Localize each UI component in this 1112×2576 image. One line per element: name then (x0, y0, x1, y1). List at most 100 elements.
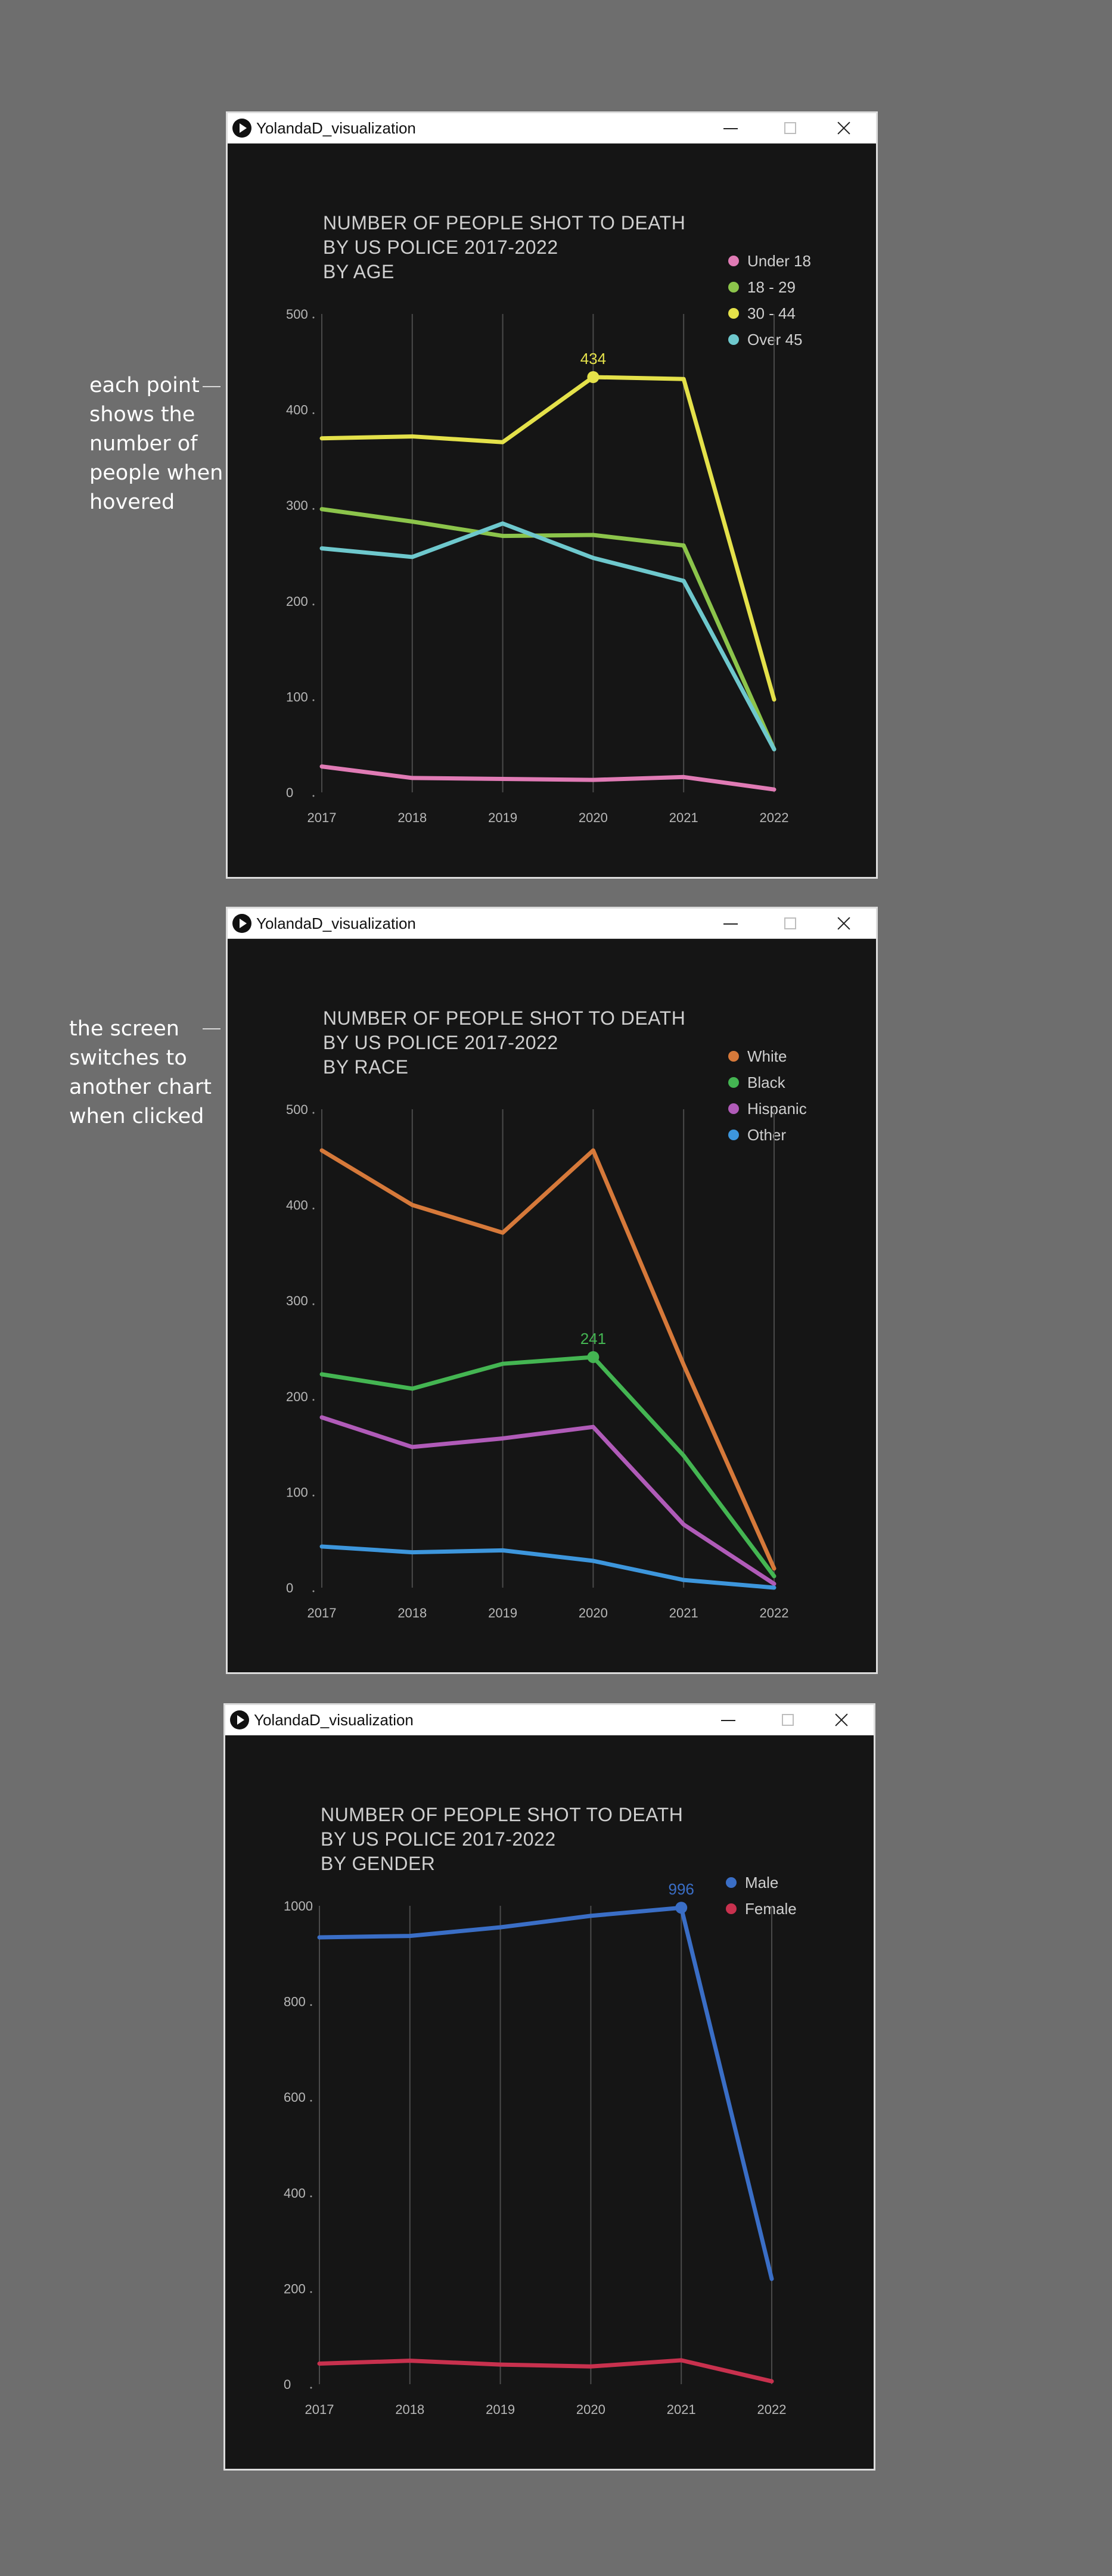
legend-swatch (728, 308, 739, 319)
series-line (317, 1905, 774, 2281)
legend-label: White (747, 1047, 787, 1065)
titlebar: YolandaD_visualization (225, 1705, 874, 1735)
legend-label: Hispanic (747, 1100, 807, 1118)
legend-label: Black (747, 1074, 785, 1091)
y-tick-mark (310, 2004, 312, 2006)
series-line (317, 2358, 774, 2384)
y-tick-label: 400 (286, 1198, 308, 1213)
x-tick-label: 2018 (395, 2402, 424, 2417)
y-tick-label: 200 (284, 2281, 306, 2296)
line-chart-age[interactable]: 2017 2018 2019 2020 2021 2022 0 100 200 300 400 500… (228, 143, 876, 877)
legend-item-over-45: Over 45 (728, 326, 811, 353)
hovered-data-point (587, 371, 600, 383)
window-title: YolandaD_visualization (256, 914, 416, 932)
legend-label: Under 18 (747, 252, 811, 270)
y-tick-mark (312, 316, 315, 319)
legend-item-hispanic: Hispanic (728, 1096, 807, 1122)
y-tick-mark (312, 1303, 315, 1305)
legend-swatch (726, 1903, 737, 1914)
hover-annotation-connector (203, 386, 220, 387)
chart-title: NUMBER OF PEOPLE SHOT TO DEATH BY US POL… (323, 211, 685, 284)
y-tick-label: 0 (286, 785, 293, 800)
y-tick-label: 300 (286, 1293, 308, 1308)
y-tick-label: 200 (286, 1389, 308, 1404)
line-chart-race[interactable]: 2017 2018 2019 2020 2021 2022 0 100 200 300 400 500… (228, 938, 876, 1672)
chart-title-line-2: BY US POLICE 2017-2022 (323, 237, 558, 258)
y-tick-label: 0 (284, 2377, 291, 2392)
data-label: 241 (580, 1330, 606, 1348)
y-tick-label: 300 (286, 498, 308, 513)
x-tick-label: 2019 (488, 810, 517, 825)
click-annotation: the screen switches to another chart whe… (69, 1017, 212, 1128)
maximize-button[interactable] (769, 909, 810, 938)
y-tick-mark (312, 1208, 315, 1210)
legend-swatch (728, 256, 739, 266)
legend-item-18-29: 18 - 29 (728, 274, 811, 300)
click-annotation-connector (203, 1028, 220, 1029)
x-tick-label: 2017 (307, 1606, 337, 1620)
window-title: YolandaD_visualization (254, 1711, 414, 1729)
legend-label: Over 45 (747, 331, 803, 349)
processing-app-icon (230, 1710, 249, 1729)
series-line (319, 764, 776, 792)
chart-title-line-1: NUMBER OF PEOPLE SHOT TO DEATH (321, 1804, 684, 1825)
legend-item-black: Black (728, 1069, 807, 1096)
chart-title: NUMBER OF PEOPLE SHOT TO DEATH BY US POL… (321, 1803, 683, 1876)
y-tick-mark (312, 1399, 315, 1401)
minimize-button[interactable] (707, 1705, 748, 1735)
close-button[interactable] (822, 113, 864, 143)
titlebar: YolandaD_visualization (228, 909, 876, 939)
y-tick-mark (312, 699, 315, 701)
x-tick-label: 2020 (579, 810, 608, 825)
x-tick-label: 2019 (486, 2402, 515, 2417)
y-tick-label: 600 (284, 2090, 306, 2105)
close-button[interactable] (822, 909, 864, 938)
window-title: YolandaD_visualization (256, 119, 416, 137)
legend-item-under-18: Under 18 (728, 248, 811, 274)
series-line (319, 1544, 776, 1590)
legend-swatch (728, 1130, 739, 1140)
legend-label: 30 - 44 (747, 304, 796, 322)
series-line (319, 375, 776, 702)
y-tick-mark (310, 2387, 312, 2389)
y-tick-label: 1000 (284, 1899, 313, 1914)
legend-item-30-44: 30 - 44 (728, 300, 811, 326)
chart-title-line-2: BY US POLICE 2017-2022 (321, 1828, 556, 1850)
chart-title-line-1: NUMBER OF PEOPLE SHOT TO DEATH (323, 1007, 686, 1029)
x-tick-label: 2022 (760, 1606, 789, 1620)
x-tick-label: 2022 (757, 2402, 787, 2417)
line-chart-gender[interactable]: 2017 2018 2019 2020 2021 2022 0 200 400 600 800 100… (225, 1735, 874, 2469)
titlebar: YolandaD_visualization (228, 113, 876, 144)
y-tick-mark (312, 1112, 315, 1114)
maximize-button[interactable] (769, 113, 810, 143)
minimize-button[interactable] (709, 113, 751, 143)
y-tick-mark (310, 2291, 312, 2293)
y-tick-label: 400 (286, 403, 308, 418)
legend-label: Other (747, 1126, 787, 1144)
y-tick-label: 500 (286, 1102, 308, 1117)
window-race: YolandaD_visualization NUMBER OF PEOPLE … (226, 907, 878, 1674)
y-tick-label: 500 (286, 307, 308, 322)
y-tick-label: 100 (286, 689, 308, 704)
y-tick-label: 200 (286, 594, 308, 609)
y-tick-mark (310, 1908, 312, 1911)
window-age: YolandaD_visualization NUMBER OF PEOPLE … (226, 111, 878, 879)
x-tick-label: 2021 (669, 1606, 698, 1620)
minimize-button[interactable] (709, 909, 751, 938)
x-tick-label: 2020 (579, 1606, 608, 1620)
data-label: 996 (669, 1880, 694, 1898)
legend: Male Female (726, 1869, 797, 1922)
legend-label: Female (745, 1900, 797, 1918)
series-line (319, 1355, 776, 1579)
legend-item-male: Male (726, 1869, 797, 1896)
x-tick-label: 2020 (576, 2402, 605, 2417)
x-tick-label: 2021 (667, 2402, 696, 2417)
maximize-button[interactable] (766, 1705, 808, 1735)
y-tick-mark (310, 2099, 312, 2102)
legend-label: Male (745, 1874, 779, 1891)
hover-annotation: each point shows the number of people wh… (89, 374, 223, 514)
y-tick-mark (312, 795, 315, 797)
close-button[interactable] (820, 1705, 862, 1735)
y-tick-mark (312, 508, 315, 510)
legend-swatch (728, 282, 739, 293)
